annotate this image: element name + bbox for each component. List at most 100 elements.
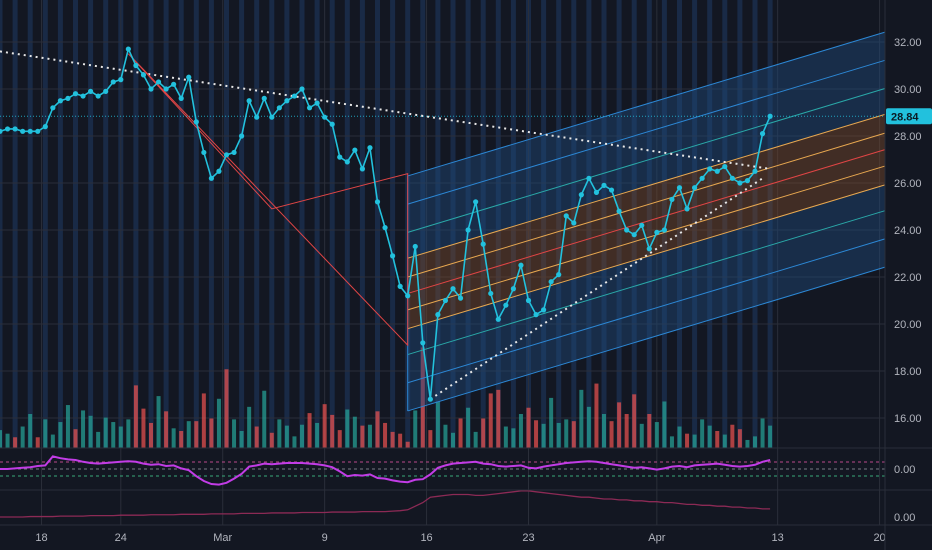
price-point xyxy=(488,290,494,297)
volume-bar xyxy=(277,419,282,448)
price-point xyxy=(412,243,418,250)
volume-bar xyxy=(753,436,757,448)
indicator-2-line xyxy=(0,490,771,518)
volume-bar xyxy=(20,426,25,448)
price-point xyxy=(752,168,758,174)
volume-bar xyxy=(624,414,629,448)
volume-bar xyxy=(481,418,486,448)
last-price-label: 28.84 xyxy=(891,111,919,123)
volume-bar xyxy=(428,430,433,448)
volume-bar xyxy=(639,423,644,448)
x-tick-label: 18 xyxy=(35,532,47,544)
volume-bar xyxy=(360,425,365,448)
price-point xyxy=(503,302,509,308)
price-point xyxy=(223,152,230,158)
price-point xyxy=(405,293,411,299)
volume-bar xyxy=(194,421,199,448)
highlight-band xyxy=(27,0,33,448)
volume-bar xyxy=(375,411,380,448)
volume-bar xyxy=(451,432,455,448)
volume-bar xyxy=(443,424,448,448)
channel-band xyxy=(407,60,885,233)
volume-bar xyxy=(262,390,267,448)
highlight-band xyxy=(677,0,682,448)
price-point xyxy=(306,105,313,111)
channel-band xyxy=(407,133,885,294)
volume-bar xyxy=(466,407,471,448)
price-point xyxy=(684,206,690,212)
price-point xyxy=(563,213,569,219)
highlight-band xyxy=(359,0,365,448)
regression-channel xyxy=(407,31,886,412)
volume-bar xyxy=(307,413,312,448)
x-tick-label: 24 xyxy=(115,532,127,544)
price-point xyxy=(578,192,584,198)
price-point xyxy=(465,227,471,233)
y-tick-label: 18.00 xyxy=(894,366,922,378)
channel-band xyxy=(407,238,885,411)
highlight-band xyxy=(450,0,456,448)
indicator-1-pane: 0.00 xyxy=(0,455,915,486)
highlight-band xyxy=(239,0,245,448)
volume-bar xyxy=(526,407,531,448)
volume-bar xyxy=(632,394,637,448)
channel-line xyxy=(407,113,886,259)
x-tick-label: 23 xyxy=(522,532,534,544)
highlight-band xyxy=(12,0,18,448)
price-point xyxy=(299,86,305,92)
volume-bar xyxy=(65,405,70,448)
volume-bar xyxy=(269,432,274,448)
price-point xyxy=(140,72,147,78)
volume-bar xyxy=(496,389,501,448)
price-point xyxy=(390,253,396,259)
volume-bar xyxy=(730,424,735,448)
price-point xyxy=(699,175,705,181)
price-point xyxy=(525,297,532,304)
volume-bar xyxy=(103,417,108,448)
highlight-band xyxy=(375,0,380,448)
trendline-upper xyxy=(0,50,771,170)
channel-band xyxy=(407,114,885,278)
highlight-band xyxy=(737,0,743,448)
volume-bar xyxy=(707,425,712,448)
price-point xyxy=(518,262,524,268)
volume-bar xyxy=(383,422,388,448)
highlight-band xyxy=(73,0,78,448)
volume-bar xyxy=(352,416,357,448)
price-point xyxy=(608,187,615,193)
highlight-band xyxy=(390,0,396,448)
highlight-band xyxy=(254,0,260,448)
volume-bar xyxy=(0,430,2,448)
price-point xyxy=(639,222,645,228)
y-tick-label: 32.00 xyxy=(894,37,922,49)
price-point xyxy=(344,159,350,165)
price-point xyxy=(42,124,48,130)
price-point xyxy=(729,175,735,181)
volume-bar xyxy=(50,434,55,448)
volume-bar xyxy=(473,431,478,448)
highlight-band xyxy=(57,0,63,448)
volume-bar xyxy=(73,429,78,448)
volume-bar xyxy=(367,424,372,448)
y-tick-label: 16.00 xyxy=(894,413,922,425)
volume-bar xyxy=(602,414,606,448)
volume-bar xyxy=(43,419,48,448)
price-point xyxy=(457,295,464,301)
price-point xyxy=(0,128,3,134)
price-point xyxy=(624,227,630,233)
volume-bar xyxy=(171,428,176,448)
volume-bar xyxy=(186,421,191,448)
channel-band xyxy=(407,88,885,259)
volume-bar xyxy=(247,406,252,448)
highlight-band xyxy=(0,0,3,448)
price-point xyxy=(714,168,720,174)
price-point xyxy=(601,182,607,188)
price-point xyxy=(110,79,116,85)
volume-bar xyxy=(609,421,614,448)
volume-bar xyxy=(292,436,297,448)
price-point xyxy=(450,286,456,292)
price-point xyxy=(616,208,622,214)
price-point xyxy=(133,62,139,69)
volume-bar xyxy=(677,426,682,448)
